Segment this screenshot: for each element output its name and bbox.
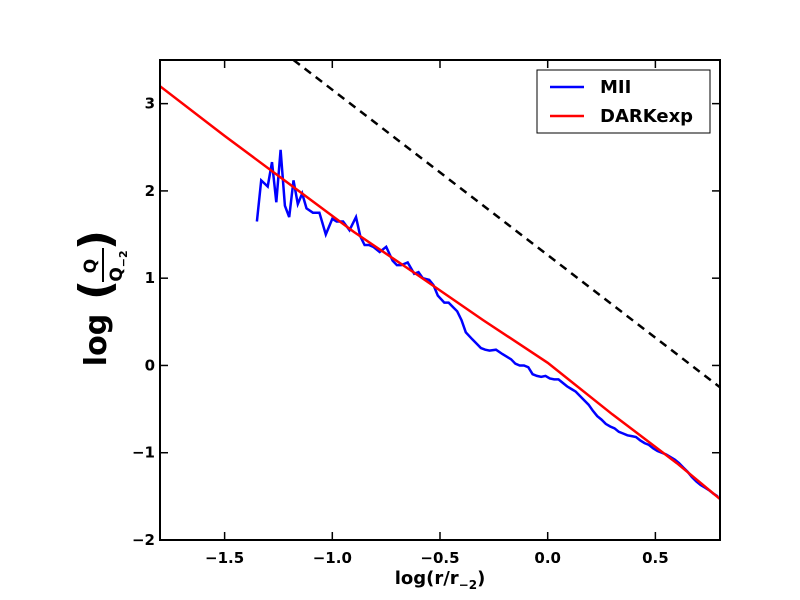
reference-dashed-line bbox=[292, 60, 720, 389]
legend-label-darkexp: DARKexp bbox=[600, 106, 693, 127]
series-layer bbox=[160, 60, 720, 500]
x-tick-label: −1.0 bbox=[313, 549, 352, 567]
svg-text:log: log bbox=[79, 314, 114, 366]
y-tick-label: 0 bbox=[145, 356, 155, 374]
x-tick-label: −0.5 bbox=[420, 549, 459, 567]
y-tick-label: 2 bbox=[145, 182, 155, 200]
y-tick-label: 3 bbox=[145, 95, 155, 113]
x-tick-label: 0.5 bbox=[642, 549, 669, 567]
svg-text:): ) bbox=[70, 230, 121, 250]
x-axis-label: log(r/r−2) bbox=[395, 568, 486, 592]
svg-text:(: ( bbox=[70, 280, 121, 300]
legend-box bbox=[536, 69, 711, 134]
legend: MII DARKexp bbox=[536, 69, 711, 134]
x-tick-label: 0.0 bbox=[534, 549, 561, 567]
series-line-darkexp bbox=[160, 85, 720, 500]
legend-label-mii: MII bbox=[600, 77, 631, 98]
x-tick-label: −1.5 bbox=[205, 549, 244, 567]
y-axis-label: log ( Q Q−2 ) bbox=[70, 230, 130, 366]
y-tick-label: −1 bbox=[132, 444, 155, 462]
svg-text:Q: Q bbox=[81, 259, 101, 273]
y-tick-label: −2 bbox=[132, 531, 155, 549]
tick-layer: −1.5 −1.0 −0.5 0.0 0.5 −2 −1 0 1 2 3 bbox=[132, 60, 720, 567]
y-tick-label: 1 bbox=[145, 269, 155, 287]
svg-text:Q−2: Q−2 bbox=[107, 250, 130, 281]
